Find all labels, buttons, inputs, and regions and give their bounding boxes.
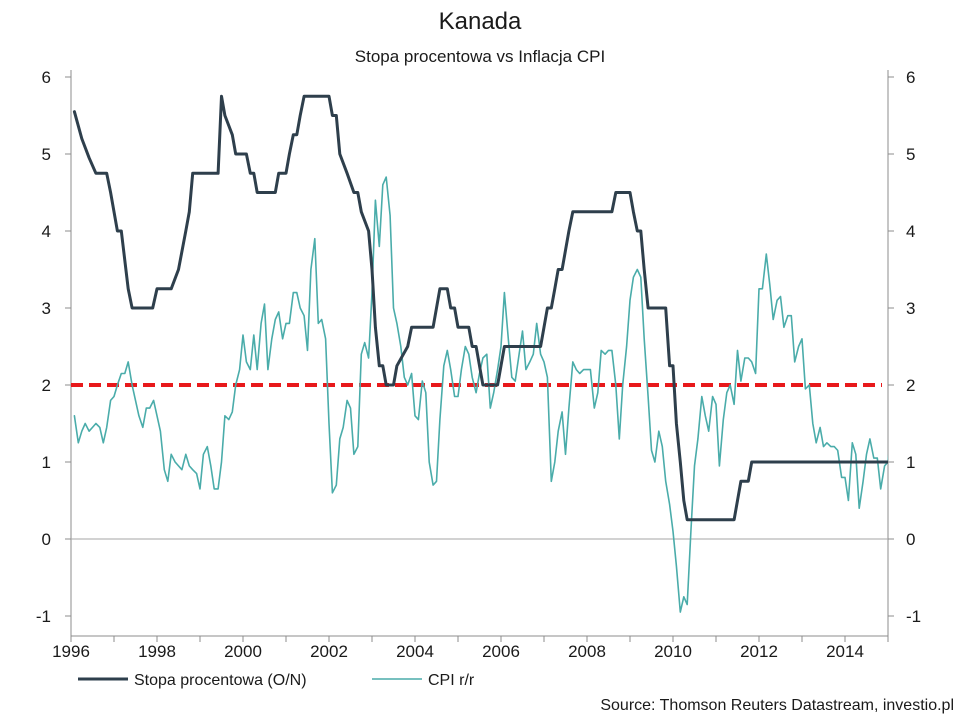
x-tick-label: 1996 <box>52 642 90 661</box>
y-tick-label-right: 6 <box>906 68 915 87</box>
y-tick-label-right: -1 <box>906 607 921 626</box>
x-tick-label: 2008 <box>568 642 606 661</box>
x-tick-label: 2010 <box>654 642 692 661</box>
y-tick-label-left: 6 <box>42 68 51 87</box>
y-tick-label-left: -1 <box>36 607 51 626</box>
y-tick-label-right: 3 <box>906 299 915 318</box>
y-tick-label-right: 0 <box>906 530 915 549</box>
x-tick-label: 1998 <box>138 642 176 661</box>
y-tick-label-left: 0 <box>42 530 51 549</box>
chart-subtitle: Stopa procentowa vs Inflacja CPI <box>355 47 605 66</box>
legend-label-stopa: Stopa procentowa (O/N) <box>134 672 307 689</box>
source-note: Source: Thomson Reuters Datastream, inve… <box>600 697 954 714</box>
x-tick-label: 2004 <box>396 642 434 661</box>
x-tick-label: 2002 <box>310 642 348 661</box>
series-line-cpi <box>73 176 888 613</box>
y-tick-label-right: 4 <box>906 222 915 241</box>
series-line-stopa-procentowa <box>72 94 888 522</box>
y-tick-label-left: 2 <box>42 376 51 395</box>
y-tick-label-right: 1 <box>906 453 915 472</box>
x-tick-label: 2012 <box>740 642 778 661</box>
y-tick-label-right: 5 <box>906 145 915 164</box>
chart-title: Kanada <box>439 8 522 35</box>
x-tick-label: 2000 <box>224 642 262 661</box>
y-tick-label-left: 1 <box>42 453 51 472</box>
x-tick-label: 2014 <box>826 642 864 661</box>
axes: -1 -1 0 0 1 1 2 2 3 3 4 4 5 5 6 6 1996 1998 2000 2002 2004 20… <box>36 68 921 661</box>
legend-label-cpi: CPI r/r <box>428 672 475 689</box>
series-layer <box>72 94 888 613</box>
y-tick-label-left: 3 <box>42 299 51 318</box>
legend: Stopa procentowa (O/N) CPI r/r <box>78 672 475 689</box>
y-tick-label-left: 5 <box>42 145 51 164</box>
y-tick-label-left: 4 <box>42 222 51 241</box>
x-tick-label: 2006 <box>482 642 520 661</box>
y-tick-label-right: 2 <box>906 376 915 395</box>
